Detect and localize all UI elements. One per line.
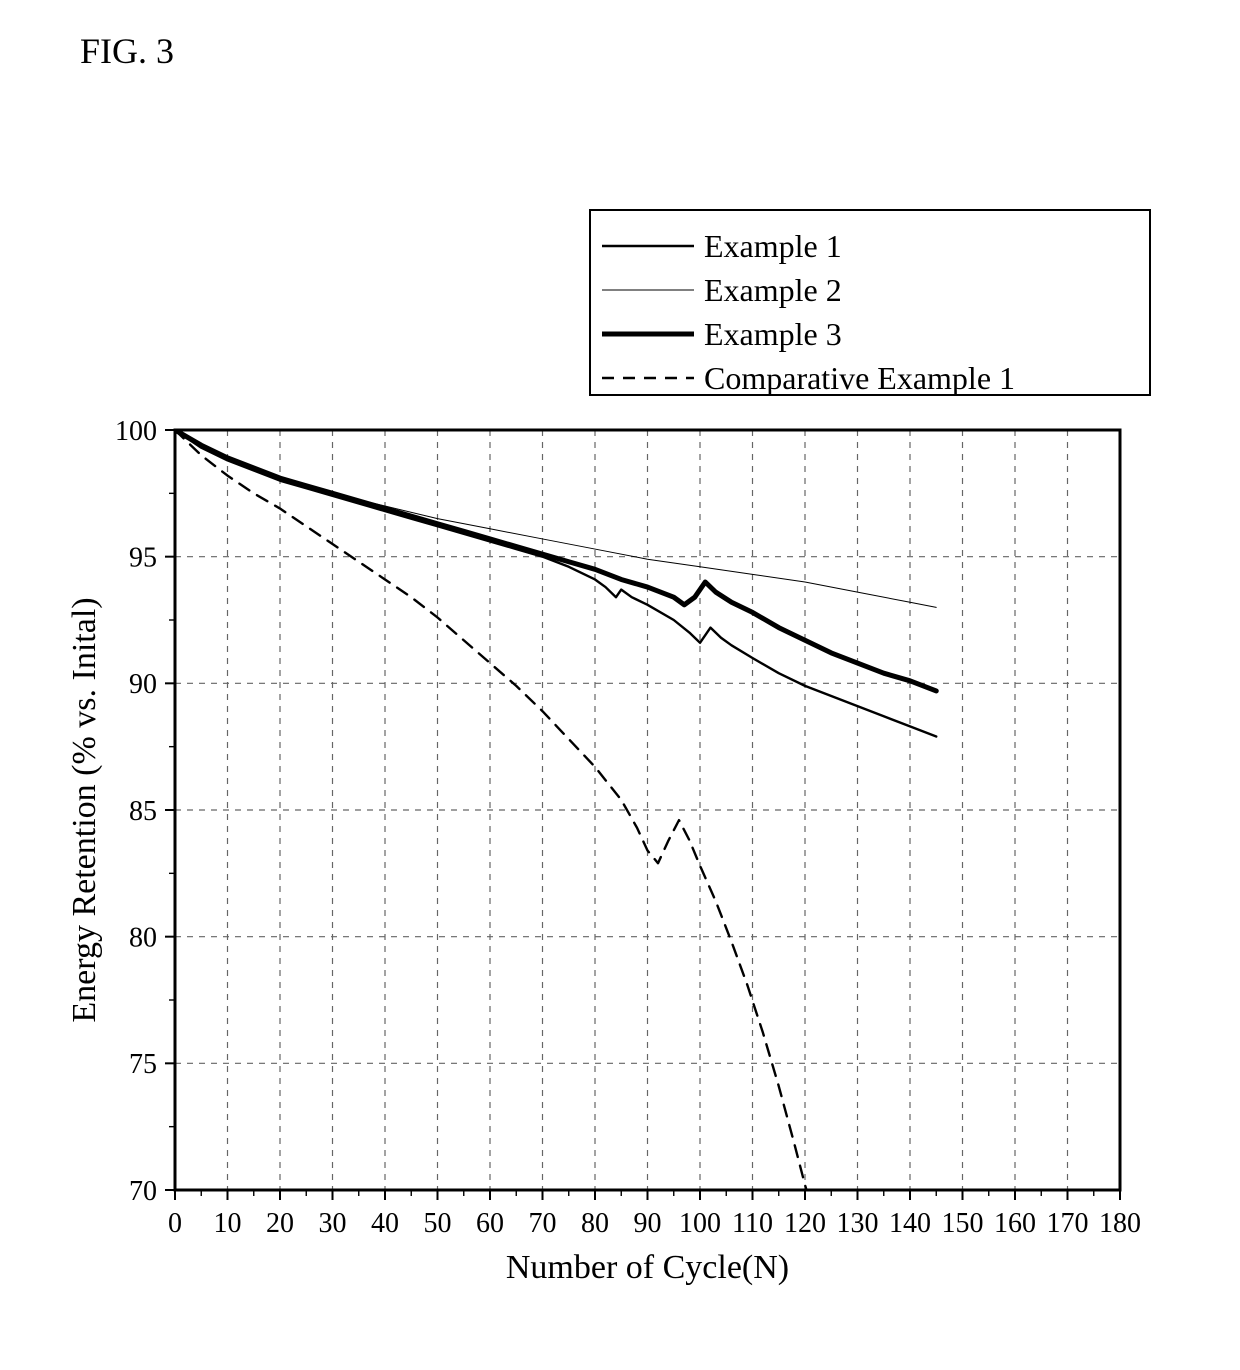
x-tick-label: 0	[168, 1208, 182, 1239]
y-tick-label: 100	[115, 416, 157, 447]
x-tick-label: 80	[581, 1208, 609, 1239]
x-tick-label: 100	[679, 1208, 721, 1239]
x-tick-label: 170	[1047, 1208, 1089, 1239]
page: FIG. 3 0 10 20 30 40 50 60 70 80 90 100 110 120 130 14…	[0, 0, 1240, 1370]
x-tick-label: 40	[371, 1208, 399, 1239]
x-tick-label: 180	[1099, 1208, 1141, 1239]
x-tick-label: 90	[634, 1208, 662, 1239]
y-tick-label: 70	[129, 1176, 157, 1207]
x-tick-label: 70	[529, 1208, 557, 1239]
x-axis-label: Number of Cycle(N)	[506, 1249, 789, 1286]
legend-label: Example 2	[704, 272, 842, 308]
x-tick-label: 110	[732, 1208, 773, 1239]
y-axis-label: Energy Retention (% vs. Inital)	[70, 597, 103, 1022]
x-tick-label: 130	[837, 1208, 879, 1239]
x-tick-label: 60	[476, 1208, 504, 1239]
x-tick-label: 10	[214, 1208, 242, 1239]
y-tick-label: 90	[129, 669, 157, 700]
x-tick-label: 140	[889, 1208, 931, 1239]
x-tick-label: 20	[266, 1208, 294, 1239]
line-chart: 0 10 20 30 40 50 60 70 80 90 100 110 120 130 140 150 160…	[70, 180, 1180, 1330]
y-tick-label: 85	[129, 796, 157, 827]
x-tick-label: 30	[319, 1208, 347, 1239]
legend: Example 1 Example 2 Example 3 Comparative E…	[590, 210, 1150, 396]
x-tick-label: 160	[994, 1208, 1036, 1239]
figure-label: FIG. 3	[80, 30, 174, 72]
legend-label: Example 1	[704, 228, 842, 264]
x-tick-label: 150	[942, 1208, 984, 1239]
y-tick-label: 75	[129, 1049, 157, 1080]
legend-label: Comparative Example 1	[704, 360, 1015, 396]
chart-container: 0 10 20 30 40 50 60 70 80 90 100 110 120 130 140 150 160…	[70, 180, 1180, 1330]
legend-label: Example 3	[704, 316, 842, 352]
x-tick-label: 120	[784, 1208, 826, 1239]
x-tick-label: 50	[424, 1208, 452, 1239]
y-tick-label: 95	[129, 542, 157, 573]
y-tick-label: 80	[129, 922, 157, 953]
